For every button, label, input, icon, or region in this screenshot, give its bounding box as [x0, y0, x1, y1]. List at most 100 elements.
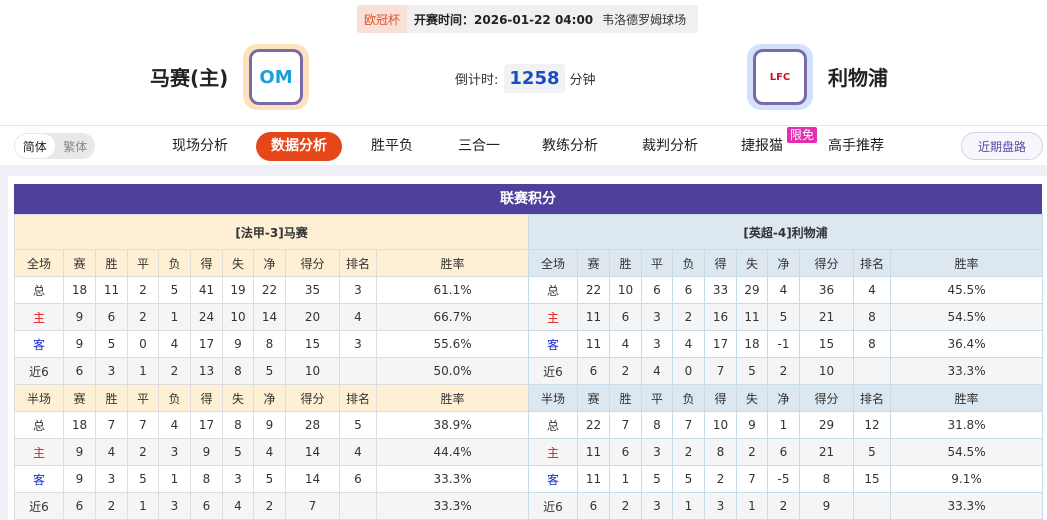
table-cell: 9 [253, 411, 286, 439]
table-cell: 3 [158, 492, 191, 520]
table-cell: 2 [127, 438, 159, 466]
table-cell: 2 [609, 492, 642, 520]
table-cell: 45.5% [889, 276, 1044, 304]
column-header: 平 [127, 249, 159, 277]
table-cell: 18 [736, 330, 768, 358]
tab-jiebaomao[interactable]: 捷报猫 [741, 138, 783, 154]
row-label: 客 [528, 330, 578, 358]
table-cell: 5 [127, 465, 159, 493]
table-cell: 15 [799, 330, 854, 358]
table-cell: 5 [853, 438, 891, 466]
row-label: 主 [528, 438, 578, 466]
table-cell: 4 [339, 438, 377, 466]
kickoff-time: 开赛时间：2026-01-22 04:00 [414, 12, 594, 27]
column-header: 得 [704, 384, 737, 412]
table-cell: 3 [339, 276, 377, 304]
table-cell: 1 [158, 303, 191, 331]
table-cell: 61.1% [375, 276, 530, 304]
table-cell: 18 [63, 411, 96, 439]
table-cell: 4 [95, 438, 128, 466]
table-cell: 3 [641, 303, 673, 331]
table-cell: 1 [767, 411, 800, 439]
row-label: 主 [14, 438, 64, 466]
column-header: 平 [641, 384, 673, 412]
table-cell: 22 [577, 411, 610, 439]
column-header: 赛 [577, 249, 610, 277]
column-header: 失 [222, 249, 254, 277]
table-cell: 7 [672, 411, 705, 439]
table-cell: -1 [767, 330, 800, 358]
table-cell: 10 [704, 411, 737, 439]
table-cell: 6 [609, 303, 642, 331]
countdown-value: 1258 [504, 64, 565, 93]
table-cell: 1 [158, 465, 191, 493]
tab-live-analysis[interactable]: 现场分析 [172, 138, 228, 154]
team-league-rank: [英超-4]利物浦 [527, 214, 1044, 250]
table-cell: 9 [190, 438, 223, 466]
tab-coach-analysis[interactable]: 教练分析 [542, 138, 598, 154]
column-header: 胜 [609, 249, 642, 277]
tab-expert-picks[interactable]: 高手推荐 [828, 138, 884, 154]
table-cell: 3 [641, 492, 673, 520]
table-cell: 11 [577, 438, 610, 466]
table-cell: 54.5% [889, 438, 1044, 466]
table-cell: 6 [609, 438, 642, 466]
table-cell: 8 [853, 330, 891, 358]
table-cell: 4 [158, 411, 191, 439]
tab-three-in-one[interactable]: 三合一 [458, 138, 500, 154]
competition-label[interactable]: 欧冠杯 [357, 5, 408, 33]
column-header: 赛 [63, 249, 96, 277]
table-row: 主 9 4 2 3 9 5 4 14 4 44.4% [14, 438, 530, 466]
column-header: 全场 [528, 249, 578, 277]
table-cell: 19 [222, 276, 254, 304]
recent-handicap-button[interactable]: 近期盘路 [961, 132, 1043, 160]
table-cell: 17 [190, 330, 223, 358]
table-cell: 6 [63, 492, 96, 520]
table-cell: 0 [672, 357, 705, 385]
table-cell [853, 492, 891, 520]
tab-1x2[interactable]: 胜平负 [371, 138, 413, 154]
table-cell: 6 [95, 303, 128, 331]
table-cell: 2 [158, 357, 191, 385]
column-header: 胜率 [375, 384, 530, 412]
column-header: 半场 [528, 384, 578, 412]
table-cell: 5 [339, 411, 377, 439]
row-label: 近6 [14, 492, 64, 520]
home-team-logo[interactable]: OM [243, 44, 309, 110]
row-label: 主 [528, 303, 578, 331]
table-cell: 7 [127, 411, 159, 439]
column-header: 得 [704, 249, 737, 277]
table-cell: 22 [253, 276, 286, 304]
column-header: 得分 [799, 384, 854, 412]
column-header: 胜 [95, 249, 128, 277]
lang-traditional[interactable]: 繁体 [63, 139, 88, 154]
table-cell: 1 [609, 465, 642, 493]
away-team-name: 利物浦 [828, 66, 888, 90]
column-header: 负 [672, 384, 705, 412]
table-cell: 4 [222, 492, 254, 520]
table-cell: 41 [190, 276, 223, 304]
table-row: 客 11 4 3 4 17 18 -1 15 8 36.4% [528, 330, 1044, 358]
column-header: 排名 [853, 384, 891, 412]
tab-referee-analysis[interactable]: 裁判分析 [642, 138, 698, 154]
table-cell: 28 [285, 411, 340, 439]
table-cell: 6 [672, 276, 705, 304]
away-standings-table: [英超-4]利物浦 全场赛胜平负得失净得分 排名 胜率总 22 10 6 6 33 29 4 36 4 4… [527, 214, 1044, 520]
tab-data-analysis[interactable]: 数据分析 [256, 132, 342, 161]
table-cell: 29 [736, 276, 768, 304]
column-header: 胜 [609, 384, 642, 412]
column-header: 胜率 [889, 249, 1044, 277]
table-cell: 33.3% [375, 492, 530, 520]
table-cell: 9 [63, 303, 96, 331]
column-header: 胜 [95, 384, 128, 412]
table-cell: 15 [285, 330, 340, 358]
table-cell: 5 [95, 330, 128, 358]
table-cell: 9 [222, 330, 254, 358]
lang-simplified[interactable]: 简体 [15, 134, 55, 158]
away-team-logo[interactable]: LFC [747, 44, 813, 110]
table-row: 主 9 6 2 1 24 10 14 20 4 66.7% [14, 303, 530, 331]
table-cell: 7 [609, 411, 642, 439]
table-cell: 5 [253, 465, 286, 493]
table-cell: 44.4% [375, 438, 530, 466]
table-cell [853, 357, 891, 385]
